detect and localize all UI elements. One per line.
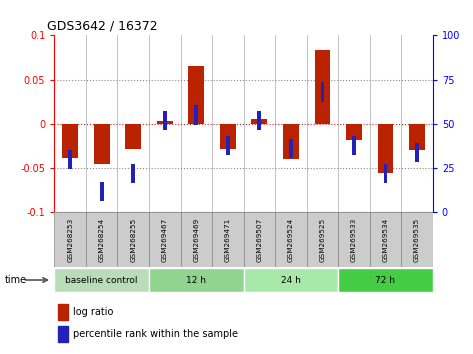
Bar bbox=[384, 164, 387, 183]
Bar bbox=[283, 124, 299, 159]
Bar bbox=[321, 82, 324, 102]
Bar bbox=[58, 326, 68, 342]
Bar bbox=[275, 212, 307, 267]
Text: GSM269535: GSM269535 bbox=[414, 218, 420, 262]
Bar bbox=[220, 124, 236, 149]
Text: percentile rank within the sample: percentile rank within the sample bbox=[73, 330, 238, 339]
Text: time: time bbox=[5, 275, 27, 285]
Bar bbox=[252, 119, 267, 124]
Bar bbox=[188, 66, 204, 124]
Text: GDS3642 / 16372: GDS3642 / 16372 bbox=[47, 20, 158, 33]
Bar bbox=[289, 139, 293, 158]
Bar bbox=[54, 268, 149, 292]
Bar bbox=[68, 150, 72, 169]
Bar bbox=[346, 124, 362, 140]
Bar bbox=[415, 143, 419, 162]
Bar bbox=[54, 212, 86, 267]
Text: GSM268253: GSM268253 bbox=[67, 218, 73, 262]
Bar bbox=[352, 136, 356, 155]
Bar bbox=[212, 212, 244, 267]
Text: GSM269507: GSM269507 bbox=[256, 218, 263, 262]
Text: baseline control: baseline control bbox=[65, 275, 138, 285]
Bar bbox=[131, 164, 135, 183]
Text: GSM268254: GSM268254 bbox=[99, 218, 105, 262]
Text: 72 h: 72 h bbox=[376, 275, 395, 285]
Text: GSM269534: GSM269534 bbox=[383, 218, 388, 262]
Bar bbox=[338, 212, 370, 267]
Text: GSM269471: GSM269471 bbox=[225, 218, 231, 262]
Text: GSM269525: GSM269525 bbox=[319, 218, 325, 262]
Bar bbox=[149, 212, 181, 267]
Bar bbox=[370, 212, 401, 267]
Bar bbox=[338, 268, 433, 292]
Bar bbox=[157, 121, 173, 124]
Bar bbox=[226, 136, 230, 155]
Text: GSM269533: GSM269533 bbox=[351, 218, 357, 262]
Bar bbox=[315, 50, 330, 124]
Text: GSM269467: GSM269467 bbox=[162, 218, 168, 262]
Bar bbox=[244, 212, 275, 267]
Bar bbox=[62, 124, 78, 158]
Bar bbox=[58, 304, 68, 320]
Bar bbox=[377, 124, 394, 172]
Text: GSM269524: GSM269524 bbox=[288, 218, 294, 262]
Bar bbox=[125, 124, 141, 149]
Bar bbox=[194, 105, 198, 125]
Text: GSM269469: GSM269469 bbox=[193, 218, 199, 262]
Bar bbox=[117, 212, 149, 267]
Bar bbox=[163, 111, 166, 130]
Text: log ratio: log ratio bbox=[73, 307, 114, 318]
Bar bbox=[244, 268, 338, 292]
Bar bbox=[181, 212, 212, 267]
Bar bbox=[409, 124, 425, 150]
Bar bbox=[86, 212, 117, 267]
Bar bbox=[257, 111, 261, 130]
Bar bbox=[94, 124, 110, 164]
Text: GSM268255: GSM268255 bbox=[130, 218, 136, 262]
Bar bbox=[401, 212, 433, 267]
Bar bbox=[307, 212, 338, 267]
Text: 24 h: 24 h bbox=[281, 275, 301, 285]
Text: 12 h: 12 h bbox=[186, 275, 206, 285]
Bar bbox=[149, 268, 244, 292]
Bar bbox=[100, 182, 104, 201]
